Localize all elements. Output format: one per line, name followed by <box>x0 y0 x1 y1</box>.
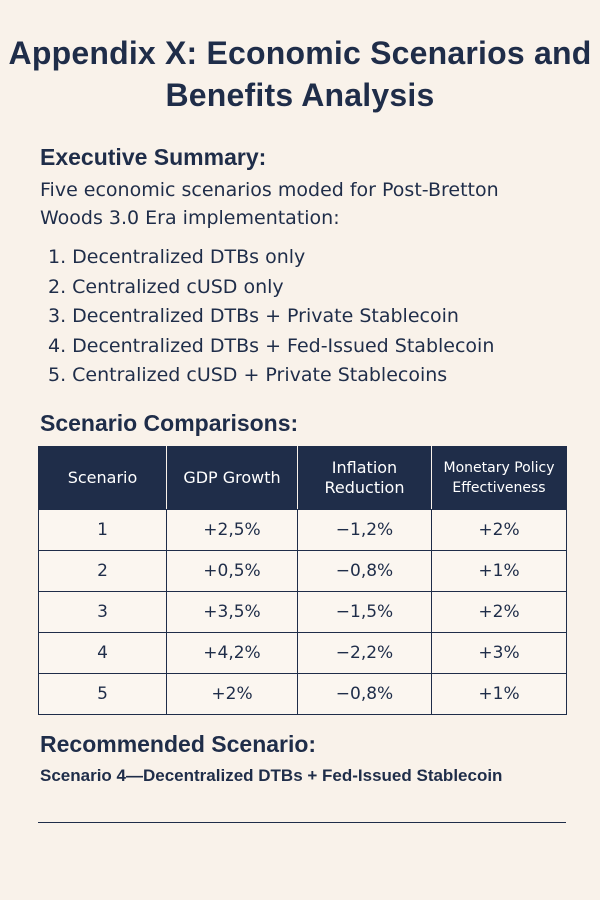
column-header-scenario: Scenario <box>38 446 167 510</box>
column-header-monetary-policy-effectiveness: Monetary Policy Effectiveness <box>431 446 567 510</box>
table-cell-inflation-reduction: −2,2% <box>297 632 432 674</box>
document-title: Appendix X: Economic Scenarios and Benef… <box>8 35 592 113</box>
table-row: 5 +2% −0,8% +1% <box>38 673 567 715</box>
table-cell-gdp-growth: +0,5% <box>166 550 298 592</box>
scenario-list-item: 5. Centralized cUSD + Private Stablecoin… <box>48 364 448 386</box>
table-row: 1 +2,5% −1,2% +2% <box>38 509 567 551</box>
table-cell-monetary-policy: +2% <box>431 591 567 633</box>
table-cell-inflation-reduction: −0,8% <box>297 550 432 592</box>
table-cell-monetary-policy: +2% <box>431 509 567 551</box>
table-header-row: Scenario GDP Growth Inflation Reduction … <box>38 446 567 510</box>
scenario-comparisons-heading: Scenario Comparisons: <box>40 410 299 436</box>
table-cell-gdp-growth: +2% <box>166 673 298 715</box>
table-row: 2 +0,5% −0,8% +1% <box>38 550 567 592</box>
executive-summary-heading: Executive Summary: <box>40 144 267 170</box>
scenario-list-item: 3. Decentralized DTBs + Private Stableco… <box>48 305 459 327</box>
table-cell-gdp-growth: +4,2% <box>166 632 298 674</box>
table-row: 4 +4,2% −2,2% +3% <box>38 632 567 674</box>
scenario-list-item: 4. Decentralized DTBs + Fed-Issued Stabl… <box>48 334 495 357</box>
table-cell-inflation-reduction: −0,8% <box>297 673 432 715</box>
table-cell-monetary-policy: +1% <box>431 550 567 592</box>
table-cell-monetary-policy: +3% <box>431 632 567 674</box>
scenario-list-item: 2. Centralized cUSD only <box>48 275 284 298</box>
recommended-scenario-text: Scenario 4—Decentralized DTBs + Fed-Issu… <box>40 766 503 785</box>
table-row: 3 +3,5% −1,5% +2% <box>38 591 567 633</box>
scenario-comparison-table: Scenario GDP Growth Inflation Reduction … <box>38 446 567 715</box>
scenario-list-item: 1. Decentralized DTBs only <box>48 246 306 268</box>
table-cell-scenario: 2 <box>38 550 167 592</box>
table-cell-gdp-growth: +3,5% <box>166 591 298 633</box>
table-cell-inflation-reduction: −1,5% <box>297 591 432 633</box>
table-cell-scenario: 4 <box>38 632 167 674</box>
table-cell-scenario: 1 <box>38 509 167 551</box>
column-header-inflation-reduction: Inflation Reduction <box>297 446 432 510</box>
scenario-list: 1. Decentralized DTBs only 2. Centralize… <box>48 243 494 391</box>
table-cell-monetary-policy: +1% <box>431 673 567 715</box>
table-cell-inflation-reduction: −1,2% <box>297 509 432 551</box>
table-cell-scenario: 5 <box>38 673 167 715</box>
column-header-gdp-growth: GDP Growth <box>166 446 298 510</box>
table-cell-gdp-growth: +2,5% <box>166 509 298 551</box>
recommended-scenario-heading: Recommended Scenario: <box>40 731 317 757</box>
executive-summary-text: Five economic scenarios moded for Post-B… <box>40 179 499 229</box>
divider-line <box>38 822 566 823</box>
table-cell-scenario: 3 <box>38 591 167 633</box>
